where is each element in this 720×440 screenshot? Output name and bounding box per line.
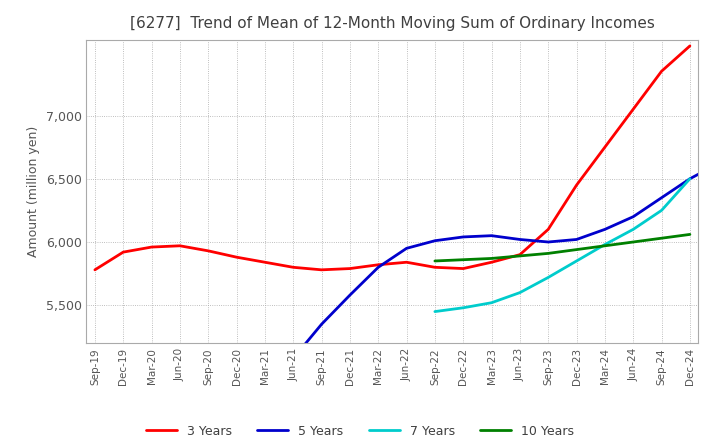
10 Years [629, 239, 637, 245]
5 Years [261, 394, 269, 399]
10 Years [572, 247, 581, 252]
5 Years [431, 238, 439, 243]
3 Years [119, 249, 127, 255]
3 Years [487, 260, 496, 265]
10 Years [600, 243, 609, 249]
3 Years [91, 267, 99, 272]
5 Years [318, 322, 326, 327]
7 Years [657, 208, 666, 213]
3 Years [516, 252, 524, 257]
3 Years [261, 260, 269, 265]
5 Years [572, 237, 581, 242]
Y-axis label: Amount (million yen): Amount (million yen) [27, 126, 40, 257]
3 Years [657, 69, 666, 74]
Line: 3 Years: 3 Years [95, 46, 690, 270]
10 Years [459, 257, 467, 262]
3 Years [233, 255, 241, 260]
7 Years [629, 227, 637, 232]
5 Years [600, 227, 609, 232]
10 Years [544, 251, 552, 256]
5 Years [544, 239, 552, 245]
3 Years [374, 262, 382, 268]
7 Years [516, 290, 524, 295]
10 Years [685, 232, 694, 237]
10 Years [657, 235, 666, 241]
5 Years [289, 356, 297, 361]
3 Years [318, 267, 326, 272]
Line: 5 Years: 5 Years [208, 164, 719, 440]
7 Years [572, 258, 581, 264]
7 Years [544, 275, 552, 280]
7 Years [459, 305, 467, 311]
5 Years [233, 432, 241, 437]
5 Years [685, 176, 694, 181]
3 Years [572, 183, 581, 188]
3 Years [629, 106, 637, 112]
3 Years [459, 266, 467, 271]
5 Years [459, 235, 467, 240]
5 Years [346, 293, 354, 298]
5 Years [657, 195, 666, 200]
Line: 10 Years: 10 Years [435, 235, 690, 261]
7 Years [600, 242, 609, 247]
5 Years [629, 214, 637, 220]
3 Years [176, 243, 184, 249]
10 Years [487, 256, 496, 261]
3 Years [148, 245, 156, 250]
7 Years [487, 300, 496, 305]
7 Years [685, 176, 694, 181]
Legend: 3 Years, 5 Years, 7 Years, 10 Years: 3 Years, 5 Years, 7 Years, 10 Years [141, 420, 579, 440]
3 Years [289, 265, 297, 270]
3 Years [544, 227, 552, 232]
3 Years [600, 144, 609, 150]
5 Years [402, 246, 411, 251]
3 Years [685, 43, 694, 48]
5 Years [374, 265, 382, 270]
5 Years [487, 233, 496, 238]
10 Years [516, 253, 524, 259]
5 Years [714, 161, 720, 166]
10 Years [431, 258, 439, 264]
Title: [6277]  Trend of Mean of 12-Month Moving Sum of Ordinary Incomes: [6277] Trend of Mean of 12-Month Moving … [130, 16, 654, 32]
3 Years [346, 266, 354, 271]
7 Years [431, 309, 439, 314]
Line: 7 Years: 7 Years [435, 179, 690, 312]
5 Years [516, 237, 524, 242]
3 Years [431, 265, 439, 270]
3 Years [402, 260, 411, 265]
3 Years [204, 248, 212, 253]
